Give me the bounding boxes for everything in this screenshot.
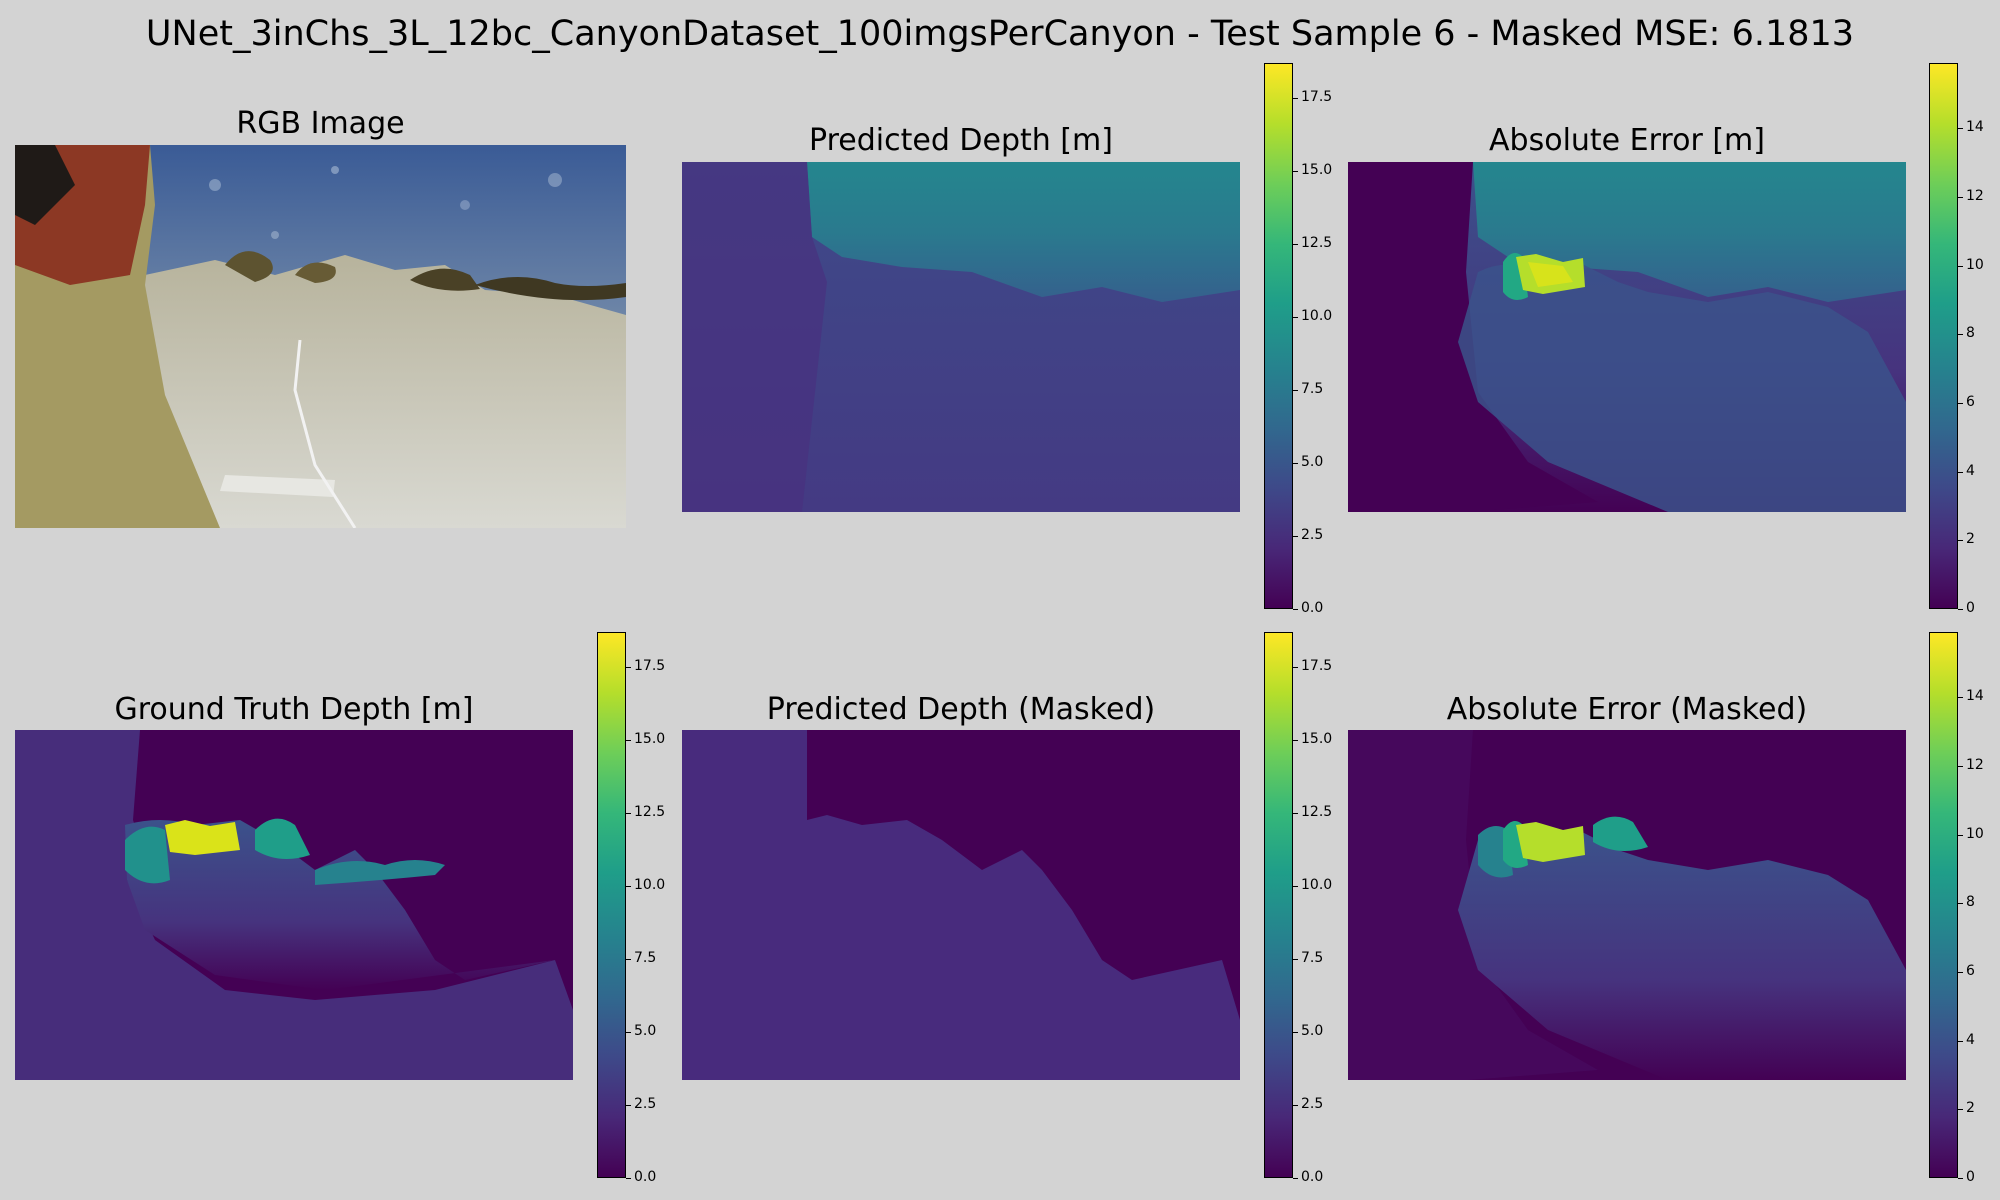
gt-depth-panel	[15, 730, 573, 1080]
err_masked-colorbar-tick-mark	[1958, 1109, 1963, 1110]
err-colorbar-tick-mark	[1958, 609, 1963, 610]
err-masked-panel	[1348, 730, 1906, 1080]
err_masked-colorbar-tick-mark	[1958, 1041, 1963, 1042]
gt-colorbar-tick-mark	[626, 1105, 631, 1106]
gt-colorbar-tick-label: 2.5	[634, 1096, 657, 1112]
gt-colorbar-tick-mark	[626, 667, 631, 668]
pred-colorbar-tick-mark	[1293, 317, 1298, 318]
pred-colorbar-tick-mark	[1293, 244, 1298, 245]
gt-colorbar-tick-label: 15.0	[634, 731, 666, 747]
pred_masked-colorbar-tick-mark	[1293, 1032, 1298, 1033]
err-colorbar-tick-label: 14	[1966, 119, 1984, 135]
err-colorbar-tick-label: 0	[1966, 600, 1975, 616]
gt-colorbar-tick-label: 5.0	[634, 1023, 657, 1039]
gt-colorbar-tick-mark	[626, 959, 631, 960]
err-colorbar-tick-label: 12	[1966, 188, 1984, 204]
err-colorbar-tick-label: 8	[1966, 325, 1975, 341]
err_masked-colorbar-tick-label: 0	[1966, 1169, 1975, 1185]
pred_masked-colorbar-tick-mark	[1293, 667, 1298, 668]
pred-colorbar-tick-label: 15.0	[1301, 162, 1333, 178]
pred_masked-colorbar-tick-label: 17.5	[1301, 658, 1333, 674]
gt-colorbar-tick-mark	[626, 1032, 631, 1033]
figure-title: UNet_3inChs_3L_12bc_CanyonDataset_100img…	[145, 14, 1855, 54]
err-panel-title: Absolute Error [m]	[1489, 123, 1765, 158]
gt-colorbar	[597, 632, 626, 1178]
err-colorbar-tick-mark	[1958, 197, 1963, 198]
pred_masked-colorbar-tick-label: 2.5	[1301, 1096, 1324, 1112]
pred_masked-colorbar-tick-label: 15.0	[1301, 731, 1333, 747]
pred-colorbar-tick-mark	[1293, 171, 1298, 172]
err-colorbar-tick-label: 6	[1966, 394, 1975, 410]
pred_masked-colorbar-tick-mark	[1293, 959, 1298, 960]
pred_masked-colorbar-tick-mark	[1293, 813, 1298, 814]
pred_masked-colorbar-tick-mark	[1293, 886, 1298, 887]
pred-colorbar-tick-label: 17.5	[1301, 89, 1333, 105]
pred_masked-colorbar-tick-label: 7.5	[1301, 950, 1324, 966]
gt-colorbar-tick-label: 10.0	[634, 877, 666, 893]
gt-colorbar-tick-mark	[626, 1178, 631, 1179]
abs-error-panel	[1348, 162, 1906, 512]
err-colorbar-tick-label: 2	[1966, 531, 1975, 547]
err_masked-colorbar-tick-label: 14	[1966, 688, 1984, 704]
gt-colorbar-tick-label: 0.0	[634, 1169, 657, 1185]
pred_masked-colorbar-tick-mark	[1293, 1178, 1298, 1179]
err_masked-colorbar-tick-mark	[1958, 835, 1963, 836]
err-colorbar-tick-mark	[1958, 266, 1963, 267]
pred-colorbar-tick-label: 2.5	[1301, 527, 1324, 543]
err-masked-panel-title: Absolute Error (Masked)	[1446, 692, 1808, 727]
pred_masked-colorbar-tick-label: 5.0	[1301, 1023, 1324, 1039]
pred-colorbar-tick-mark	[1293, 536, 1298, 537]
pred-colorbar-tick-label: 10.0	[1301, 308, 1333, 324]
err_masked-colorbar-tick-mark	[1958, 903, 1963, 904]
gt-colorbar-tick-mark	[626, 813, 631, 814]
pred-depth-panel	[682, 162, 1240, 512]
pred_masked-colorbar-tick-label: 0.0	[1301, 1169, 1324, 1185]
rgb-image-panel	[15, 145, 626, 528]
err-colorbar	[1929, 63, 1958, 609]
pred-masked-panel-title: Predicted Depth (Masked)	[766, 692, 1156, 727]
err_masked-colorbar-tick-mark	[1958, 1178, 1963, 1179]
err_masked-colorbar-tick-label: 6	[1966, 963, 1975, 979]
err-colorbar-tick-mark	[1958, 334, 1963, 335]
gt-colorbar-tick-label: 12.5	[634, 804, 666, 820]
err_masked-colorbar-tick-label: 12	[1966, 757, 1984, 773]
pred-colorbar-tick-label: 5.0	[1301, 454, 1324, 470]
gt-colorbar-tick-label: 17.5	[634, 658, 666, 674]
err_masked-colorbar-tick-mark	[1958, 972, 1963, 973]
pred-panel-title: Predicted Depth [m]	[809, 123, 1113, 158]
pred_masked-colorbar-tick-mark	[1293, 1105, 1298, 1106]
err_masked-colorbar-tick-label: 10	[1966, 826, 1984, 842]
err_masked-colorbar-tick-mark	[1958, 697, 1963, 698]
err-masked-colorbar	[1929, 632, 1958, 1178]
err_masked-colorbar-tick-label: 8	[1966, 894, 1975, 910]
pred-colorbar-tick-label: 0.0	[1301, 600, 1324, 616]
pred-colorbar	[1264, 63, 1293, 609]
gt-colorbar-tick-mark	[626, 886, 631, 887]
err-colorbar-tick-mark	[1958, 128, 1963, 129]
pred_masked-colorbar-tick-label: 12.5	[1301, 804, 1333, 820]
err-colorbar-tick-mark	[1958, 403, 1963, 404]
gt-panel-title: Ground Truth Depth [m]	[114, 692, 474, 727]
pred_masked-colorbar-tick-label: 10.0	[1301, 877, 1333, 893]
pred-colorbar-tick-mark	[1293, 98, 1298, 99]
pred-colorbar-tick-label: 12.5	[1301, 235, 1333, 251]
pred-colorbar-tick-mark	[1293, 463, 1298, 464]
pred-colorbar-tick-mark	[1293, 390, 1298, 391]
err-colorbar-tick-label: 10	[1966, 257, 1984, 273]
err-colorbar-tick-label: 4	[1966, 463, 1975, 479]
err_masked-colorbar-tick-label: 2	[1966, 1100, 1975, 1116]
err-colorbar-tick-mark	[1958, 540, 1963, 541]
pred_masked-colorbar-tick-mark	[1293, 740, 1298, 741]
rgb-panel-title: RGB Image	[236, 106, 405, 141]
pred-masked-panel	[682, 730, 1240, 1080]
err_masked-colorbar-tick-label: 4	[1966, 1032, 1975, 1048]
gt-colorbar-tick-mark	[626, 740, 631, 741]
err-colorbar-tick-mark	[1958, 472, 1963, 473]
gt-colorbar-tick-label: 7.5	[634, 950, 657, 966]
pred-colorbar-tick-label: 7.5	[1301, 381, 1324, 397]
err_masked-colorbar-tick-mark	[1958, 766, 1963, 767]
pred-colorbar-tick-mark	[1293, 609, 1298, 610]
pred-masked-colorbar	[1264, 632, 1293, 1178]
